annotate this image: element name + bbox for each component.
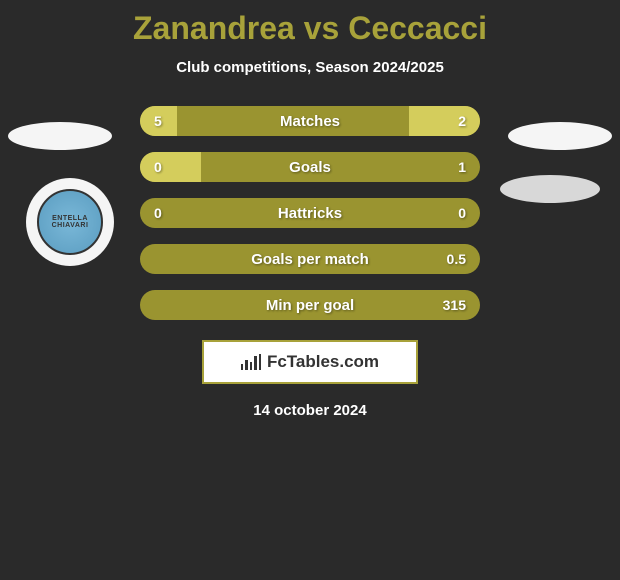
player1-name: Zanandrea bbox=[133, 10, 295, 46]
stat-label: Matches bbox=[140, 106, 480, 136]
club1-sub: CHIAVARI bbox=[52, 222, 89, 229]
stats-container: Matches52Goals01Hattricks00Goals per mat… bbox=[140, 106, 480, 320]
player2-name: Ceccacci bbox=[348, 10, 487, 46]
stat-right-value: 2 bbox=[458, 106, 466, 136]
brand-text: FcTables.com bbox=[267, 352, 379, 372]
stat-label: Goals per match bbox=[140, 244, 480, 274]
stat-right-value: 1 bbox=[458, 152, 466, 182]
brand-logo[interactable]: FcTables.com bbox=[202, 340, 418, 384]
stat-row: Goals per match0.5 bbox=[140, 244, 480, 274]
date-label: 14 october 2024 bbox=[0, 402, 620, 419]
stat-label: Hattricks bbox=[140, 198, 480, 228]
stat-right-value: 0 bbox=[458, 198, 466, 228]
vs-label: vs bbox=[304, 10, 340, 46]
club1-crest: ENTELLA CHIAVARI bbox=[37, 189, 103, 255]
comparison-card: Zanandrea vs Ceccacci Club competitions,… bbox=[0, 0, 620, 419]
stat-row: Hattricks0 0 bbox=[140, 198, 480, 228]
stat-label: Min per goal bbox=[140, 290, 480, 320]
player1-badge bbox=[8, 122, 112, 150]
club1-badge: ENTELLA CHIAVARI bbox=[26, 178, 114, 266]
stat-row: Min per goal315 bbox=[140, 290, 480, 320]
player2-badge bbox=[508, 122, 612, 150]
stat-row: Matches5 2 bbox=[140, 106, 480, 136]
stat-row: Goals0 1 bbox=[140, 152, 480, 182]
subtitle: Club competitions, Season 2024/2025 bbox=[0, 59, 620, 76]
stat-right-value: 0.5 bbox=[447, 244, 466, 274]
chart-icon bbox=[241, 354, 261, 370]
stat-left-value: 0 bbox=[154, 198, 162, 228]
club1-name: ENTELLA bbox=[52, 215, 88, 222]
stat-left-value: 5 bbox=[154, 106, 162, 136]
comparison-title: Zanandrea vs Ceccacci bbox=[0, 10, 620, 47]
stat-left-value: 0 bbox=[154, 152, 162, 182]
club2-badge bbox=[500, 175, 600, 203]
stat-label: Goals bbox=[140, 152, 480, 182]
stat-right-value: 315 bbox=[443, 290, 466, 320]
